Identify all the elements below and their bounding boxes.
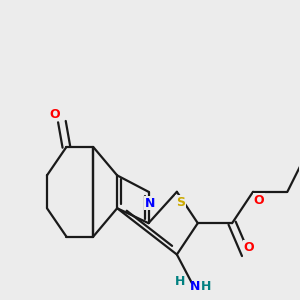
Text: S: S xyxy=(176,196,185,209)
Text: H: H xyxy=(175,275,186,288)
Text: O: O xyxy=(244,241,254,254)
Text: N: N xyxy=(190,280,200,293)
Text: N: N xyxy=(145,197,155,210)
Text: O: O xyxy=(49,108,60,121)
Text: O: O xyxy=(254,194,264,207)
Text: H: H xyxy=(201,280,211,293)
